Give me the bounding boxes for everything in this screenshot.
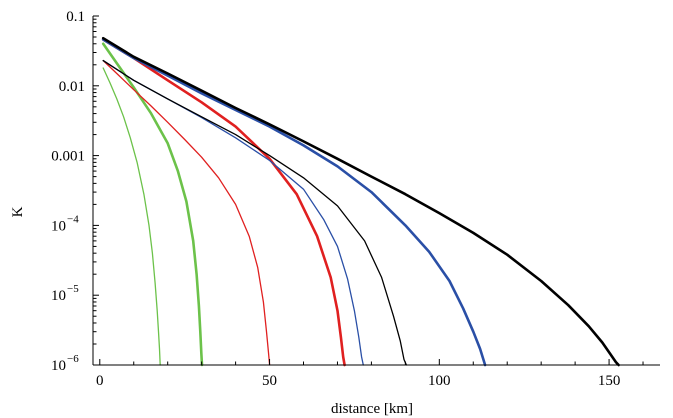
- y-tick-exponent: −4: [67, 213, 79, 225]
- x-tick-label: 0: [96, 373, 104, 389]
- series-line-8: [101, 36, 620, 367]
- labels-layer: distance [km] K: [10, 206, 413, 417]
- series-line-6: [102, 59, 408, 366]
- y-tick-exponent: −6: [67, 353, 79, 365]
- y-tick-exponent: −5: [67, 283, 79, 295]
- series-line-7: [101, 38, 487, 367]
- y-axis-label: K: [10, 206, 26, 217]
- x-tick-label: 100: [428, 373, 451, 389]
- y-tick-label: 10: [51, 288, 66, 304]
- series-line-2: [101, 42, 204, 367]
- series-line-3: [102, 59, 271, 366]
- x-tick-label: 50: [262, 373, 277, 389]
- y-tick-label: 0.001: [51, 149, 85, 165]
- series-line-1: [102, 67, 161, 366]
- x-tick-label: 150: [598, 373, 621, 389]
- series-layer: [101, 36, 620, 367]
- y-tick-label: 0.1: [66, 9, 85, 25]
- series-line-4: [101, 38, 346, 367]
- y-tick-label: 10: [51, 218, 66, 234]
- x-axis-label: distance [km]: [331, 401, 413, 417]
- y-tick-label: 0.01: [59, 79, 85, 95]
- y-tick-label: 10: [51, 358, 66, 374]
